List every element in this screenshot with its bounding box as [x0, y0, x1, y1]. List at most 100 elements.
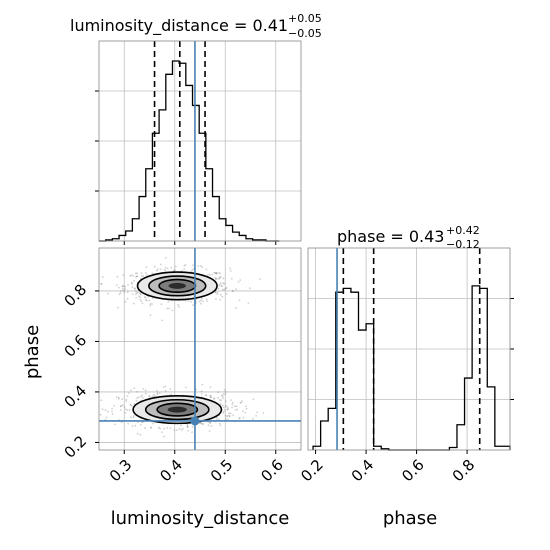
- hist1-steps: [99, 60, 280, 242]
- scatter-point: [216, 293, 219, 295]
- scatter-point: [231, 403, 234, 406]
- scatter-point: [229, 412, 232, 415]
- scatter-point: [133, 280, 136, 282]
- scatter-point: [134, 272, 137, 275]
- scatter-point: [138, 292, 141, 294]
- scatter-point: [241, 400, 243, 402]
- scatter-point: [218, 277, 221, 280]
- scatter-point: [178, 427, 181, 430]
- scatter-point: [139, 433, 142, 436]
- scatter-point: [202, 422, 205, 425]
- scatter-point: [226, 408, 229, 411]
- scatter-point: [240, 401, 243, 404]
- scatter-point: [119, 292, 122, 294]
- scatter-point: [129, 403, 132, 406]
- scatter-point: [144, 427, 146, 430]
- scatter-point: [169, 388, 172, 390]
- scatter-point: [140, 300, 143, 303]
- scatter-point: [200, 393, 203, 395]
- scatter-point: [198, 300, 201, 303]
- scatter-point: [204, 394, 207, 397]
- scatter-point: [218, 276, 221, 278]
- scatter-point: [123, 291, 125, 293]
- scatter-point: [151, 303, 154, 305]
- scatter-point: [147, 295, 150, 298]
- scatter-point: [120, 405, 122, 407]
- scatter-point: [122, 274, 125, 276]
- scatter-point: [229, 270, 232, 272]
- scatter-point: [222, 406, 225, 408]
- scatter-point: [199, 421, 202, 424]
- scatter-point: [215, 417, 218, 419]
- scatter-point: [101, 408, 104, 411]
- scatter-point: [210, 395, 212, 397]
- scatter-point: [222, 282, 225, 284]
- scatter-point: [218, 283, 221, 286]
- scatter-point: [186, 423, 189, 426]
- scatter-point: [218, 422, 221, 425]
- hist1-title-sup: +0.05: [288, 12, 322, 25]
- scatter-point: [202, 300, 205, 303]
- scatter-point: [245, 407, 248, 410]
- scatter-point: [224, 287, 227, 290]
- scatter-point: [139, 298, 142, 301]
- scatter-point: [144, 389, 147, 392]
- scatter-point: [209, 421, 212, 424]
- scatter-point: [244, 411, 247, 414]
- scatter-point: [144, 299, 147, 301]
- hist2-title-main: phase = 0.43: [337, 227, 444, 246]
- scatter-point: [164, 266, 167, 269]
- x-axis-label-phase: phase: [383, 508, 437, 529]
- scatter-point: [262, 412, 265, 414]
- hist1-quantile-lines: [153, 41, 206, 241]
- scatter-point: [121, 404, 124, 407]
- scatter-point: [226, 409, 229, 411]
- scatter-point: [166, 427, 169, 429]
- scatter-point: [209, 421, 212, 424]
- scatter-point: [132, 415, 135, 417]
- scatter-point: [215, 278, 217, 281]
- scatter-point: [235, 288, 237, 291]
- scatter-point: [242, 416, 245, 419]
- scatter-point: [214, 291, 217, 294]
- scatter-point: [111, 410, 113, 413]
- scatter-point: [156, 268, 159, 271]
- scatter-point: [170, 393, 173, 396]
- scatter-point: [135, 290, 137, 292]
- hist2-frame: [307, 247, 511, 451]
- scatter-point: [210, 425, 213, 427]
- scatter-point: [234, 405, 236, 408]
- scatter-point: [150, 426, 152, 429]
- scatter-point: [164, 270, 167, 272]
- scatter-point: [205, 298, 208, 301]
- scatter-point: [217, 391, 219, 394]
- scatter-point: [136, 275, 139, 278]
- scatter-point: [219, 424, 222, 427]
- scatter-point: [126, 291, 129, 293]
- contour-line: [136, 271, 218, 301]
- scatter-point: [191, 426, 194, 428]
- scatter-point: [176, 429, 178, 431]
- hist1-gridlines: [99, 41, 301, 241]
- scatter-point: [150, 426, 152, 429]
- scatter-point: [217, 287, 220, 290]
- scatter-point: [136, 390, 139, 393]
- scatter-point: [205, 268, 208, 271]
- scatter-point: [101, 276, 104, 279]
- scatter-point: [136, 275, 139, 278]
- scatter-truth-point: [190, 416, 200, 426]
- scatter-point: [220, 399, 222, 402]
- scatter-point: [127, 284, 129, 286]
- scatter-point: [234, 409, 237, 411]
- scatter-point: [213, 271, 216, 274]
- scatter-point: [131, 282, 133, 285]
- scatter-point: [100, 399, 103, 402]
- scatter-point: [219, 276, 222, 278]
- scatter-point: [139, 423, 142, 426]
- scatter-point: [135, 297, 138, 299]
- scatter-point: [144, 392, 147, 395]
- scatter-point: [124, 411, 127, 414]
- scatter-point: [227, 418, 229, 421]
- scatter-point: [213, 397, 216, 400]
- hist2-quantile-lines: [342, 248, 481, 450]
